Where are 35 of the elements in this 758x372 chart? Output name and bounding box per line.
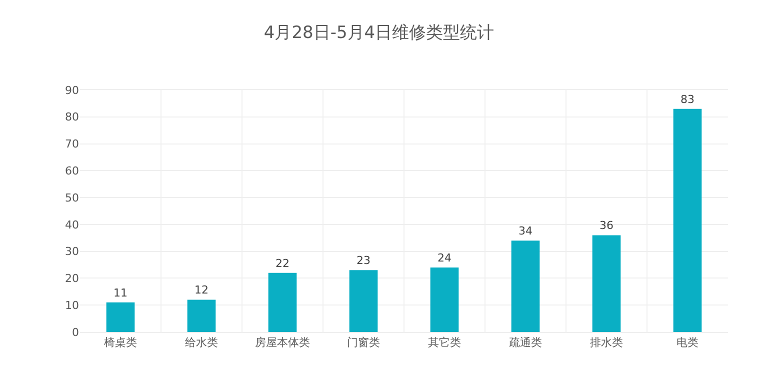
bar [592,235,621,332]
x-tick-label: 门窗类 [347,336,380,350]
y-tick-label: 20 [65,272,79,286]
chart-title: 4月28日-5月4日维修类型统计 [264,22,494,43]
y-tick-label: 30 [65,245,79,258]
x-tick-label: 房屋本体类 [255,336,310,350]
bar [430,267,459,332]
y-tick-label: 40 [65,218,79,232]
bar [187,300,216,332]
data-label: 12 [194,284,208,297]
bar [106,302,135,332]
x-tick-label: 其它类 [428,336,461,350]
data-label: 11 [114,286,128,300]
data-label: 34 [518,224,533,238]
x-tick-label: 给水类 [185,336,218,350]
x-tick-label: 电类 [676,336,698,350]
data-label: 36 [600,219,614,232]
y-tick-label: 90 [65,84,79,97]
x-tick-label: 疏通类 [509,336,542,350]
data-label: 22 [276,256,290,270]
bar [268,272,297,332]
x-tick-label: 椅桌类 [104,336,137,350]
y-tick-label: 10 [65,298,79,312]
y-tick-label: 60 [65,164,79,178]
y-tick-label: 50 [65,191,79,204]
data-label: 23 [356,254,371,268]
bar [349,270,378,332]
x-tick-label: 排水类 [590,336,623,350]
bar [511,240,540,332]
y-tick-label: 70 [65,138,79,151]
y-tick-label: 80 [65,110,79,124]
y-tick-label: 0 [72,326,79,339]
data-label: 83 [680,92,694,106]
data-label: 24 [438,251,452,264]
bar [673,108,702,332]
